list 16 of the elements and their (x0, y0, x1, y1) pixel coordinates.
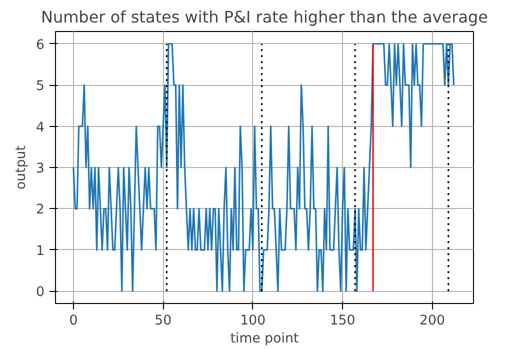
y-tick-label: 3 (36, 162, 45, 176)
y-tick-label: 1 (36, 244, 45, 259)
x-axis-title: time point (230, 332, 299, 346)
x-tick-label: 150 (330, 314, 356, 328)
y-tick-label: 2 (36, 202, 45, 218)
y-tick-label: 5 (36, 79, 45, 94)
x-tick-label: 100 (240, 314, 266, 328)
line-series (72, 43, 455, 292)
y-tick-label: 6 (36, 38, 45, 53)
y-axis-title: output (14, 146, 30, 190)
y-tick-label: 4 (36, 120, 45, 136)
x-tick-label: 200 (420, 314, 445, 328)
chart-title: Number of states with P&I rate higher than the average (40, 8, 488, 26)
x-tick-label: 0 (69, 314, 78, 328)
y-tick-label: 0 (36, 285, 45, 300)
x-tick-label: 50 (154, 314, 172, 328)
